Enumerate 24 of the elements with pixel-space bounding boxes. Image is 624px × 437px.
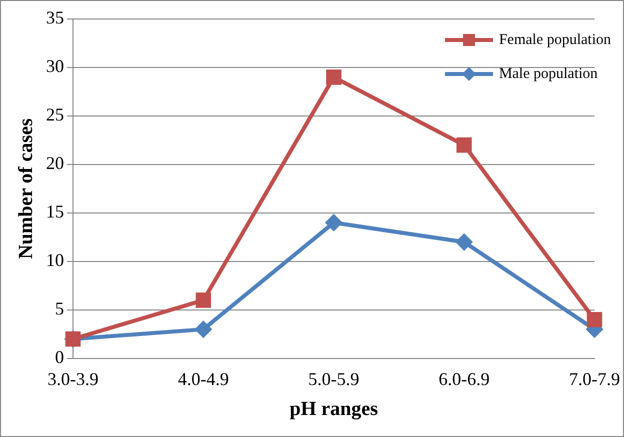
y-tick-label: 10 (46, 250, 64, 270)
x-tick-label: 7.0-7.9 (569, 368, 620, 389)
point (195, 321, 212, 338)
point (456, 234, 472, 250)
x-tick-label: 3.0-3.9 (48, 368, 98, 389)
y-tick-label: 20 (46, 153, 64, 174)
legend-label: Female population (498, 32, 611, 48)
x-axis-title: pH ranges (290, 398, 378, 420)
y-tick-label: 35 (46, 8, 64, 28)
point (196, 292, 212, 308)
point (586, 312, 602, 328)
x-tick-label: 4.0-4.9 (178, 368, 229, 389)
y-tick-label: 15 (46, 202, 64, 222)
x-tick-label: 6.0-6.9 (438, 368, 490, 389)
legend-label: Male population (498, 66, 598, 82)
y-axis-title: Number of cases (15, 118, 38, 260)
y-tick-label: 30 (46, 56, 64, 76)
x-tick-label: 5.0-5.9 (308, 368, 360, 389)
y-tick-label: 25 (46, 104, 64, 125)
point (326, 214, 342, 231)
point (326, 70, 342, 85)
point (456, 137, 472, 153)
y-tick-label: 5 (55, 298, 64, 319)
y-tick-label: 0 (55, 347, 64, 368)
